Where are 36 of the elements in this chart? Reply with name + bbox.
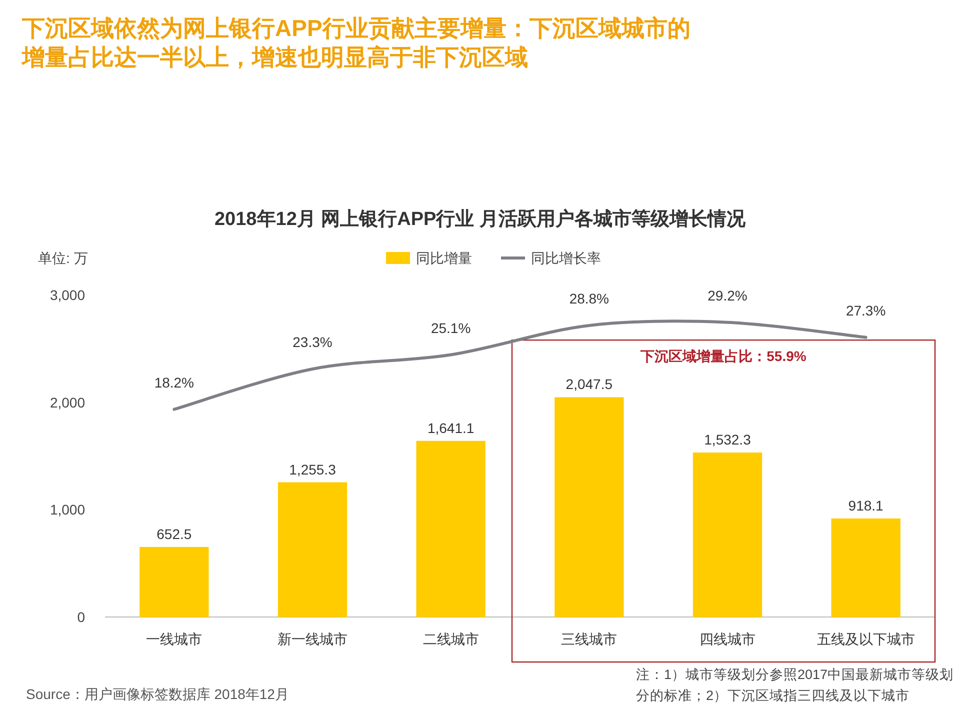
data-label: 23.3% — [292, 334, 332, 350]
bar — [692, 452, 762, 617]
chart-subtitle: 2018年12月 网上银行APP行业 月活跃用户各城市等级增长情况 — [214, 208, 747, 230]
x-tick-label: 五线及以下城市 — [816, 631, 915, 647]
legend-label: 同比增量 — [416, 250, 472, 266]
annotation: 下沉区域增量占比：55.9% — [640, 348, 807, 364]
y-tick-label: 2,000 — [50, 394, 86, 410]
source-note: Source：用户画像标签数据库 2018年12月 — [26, 686, 289, 704]
data-label: 28.8% — [569, 290, 610, 307]
x-tick-label: 三线城市 — [561, 631, 618, 647]
y-tick-label: 3,000 — [50, 287, 86, 303]
bar — [831, 518, 900, 617]
data-label: 652.5 — [156, 526, 192, 542]
x-tick-label: 新一线城市 — [278, 631, 348, 647]
x-tick-label: 二线城市 — [422, 631, 479, 647]
y-tick-label: 0 — [77, 609, 86, 625]
data-label: 1,641.1 — [427, 420, 474, 436]
data-label: 18.2% — [154, 374, 194, 390]
bar — [278, 482, 348, 617]
data-label: 27.3% — [846, 302, 886, 318]
chart-title: 下沉区域依然为网上银行APP行业贡献主要增量：下沉区域城市的增量占比达一半以上，增速也明显高于非下沉区域 — [22, 14, 692, 72]
data-label: 25.1% — [430, 320, 471, 336]
x-tick-label: 四线城市 — [700, 631, 756, 647]
x-tick-label: 一线城市 — [146, 631, 202, 647]
y-axis-title: 单位: 万 — [38, 250, 88, 266]
bar — [140, 546, 209, 617]
data-label: 1,255.3 — [289, 461, 336, 478]
data-label: 1,532.3 — [704, 432, 752, 448]
data-label: 29.2% — [708, 287, 748, 304]
data-label: 2,047.5 — [566, 376, 613, 392]
bar — [554, 397, 624, 617]
text: 注：1）城市等级划分参照2017中国最新城市等级划分的标准；2）下沉区域指三四线及以下城市 — [636, 666, 954, 705]
legend-label: 同比增长率 — [531, 250, 601, 266]
data-label: 918.1 — [848, 497, 884, 514]
y-tick-label: 1,000 — [50, 502, 86, 518]
bar — [416, 440, 486, 617]
